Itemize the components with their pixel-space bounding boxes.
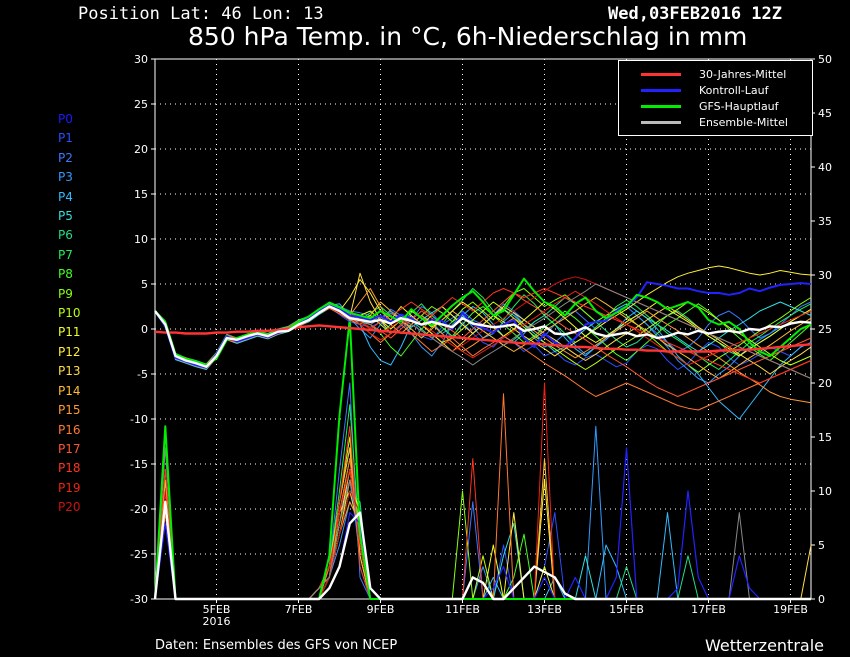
member-label: P3: [58, 170, 73, 185]
member-label: P20: [58, 500, 81, 515]
temp-ensemble-mean-line: [154, 305, 812, 368]
legend-swatch: [641, 73, 681, 76]
legend-entry: Ensemble-Mittel: [619, 115, 812, 131]
y-right-tick-label: 25: [818, 323, 832, 336]
y-right-tick-label: 20: [818, 377, 832, 390]
y-left-tick-label: -25: [130, 548, 148, 561]
y-left-tick-label: 25: [134, 98, 148, 111]
y-left-tick-label: -20: [130, 503, 148, 516]
y-left-tick-label: -10: [130, 413, 148, 426]
member-label: P19: [58, 480, 81, 495]
member-label: P1: [58, 131, 73, 146]
x-tick-label: 19FEB: [773, 603, 808, 616]
member-label: P13: [58, 364, 81, 379]
legend-entry: GFS-Hauptlauf: [619, 99, 812, 115]
precip-ensemble-mean-line: [153, 500, 811, 601]
legend-swatch: [641, 89, 681, 92]
y-left-tick-label: -15: [130, 458, 148, 471]
x-tick-label: 15FEB: [609, 603, 644, 616]
y-left-tick-label: 10: [134, 233, 148, 246]
temp-climate-mean-line: [154, 324, 812, 353]
y-left-tick-label: 15: [134, 188, 148, 201]
legend-label: 30-Jahres-Mittel: [699, 68, 787, 81]
y-right-tick-label: 10: [818, 485, 832, 498]
member-label: P2: [58, 150, 73, 165]
brand-label: Wetterzentrale: [704, 636, 824, 655]
y-right-tick-label: 15: [818, 431, 832, 444]
x-tick-label: 17FEB: [691, 603, 726, 616]
y-right-tick-label: 40: [818, 161, 832, 174]
member-label: P15: [58, 403, 81, 418]
member-label: P0: [58, 112, 73, 126]
y-left-tick-label: -5: [137, 368, 148, 381]
y-left-tick-label: 5: [141, 278, 148, 291]
member-label: P11: [58, 325, 81, 340]
y-left-tick-label: 20: [134, 143, 148, 156]
y-right-tick-label: 50: [818, 53, 832, 66]
y-right-tick-label: 30: [818, 269, 832, 282]
member-label: P8: [58, 267, 73, 282]
y-left-tick-label: -30: [130, 593, 148, 606]
run-date-label: Wed,03FEB2016 12Z: [608, 4, 782, 24]
member-label: P14: [58, 383, 81, 398]
x-tick-label: 13FEB: [527, 603, 562, 616]
member-label: P18: [58, 461, 81, 476]
legend-label: GFS-Hauptlauf: [699, 100, 779, 113]
legend-swatch: [641, 121, 681, 124]
member-label: P6: [58, 228, 73, 243]
chart-title: 850 hPa Temp. in °C, 6h-Niederschlag in …: [188, 22, 748, 51]
member-label: P12: [58, 344, 81, 359]
data-credit: Daten: Ensembles des GFS von NCEP: [155, 638, 398, 653]
y-right-tick-label: 35: [818, 215, 832, 228]
x-tick-label: 5FEB: [203, 603, 231, 616]
legend-swatch: [641, 105, 681, 108]
y-left-tick-label: 0: [141, 323, 148, 336]
legend-entry: Kontroll-Lauf: [619, 83, 812, 99]
x-tick-label: 11FEB: [445, 603, 480, 616]
position-label: Position Lat: 46 Lon: 13: [78, 4, 324, 24]
legend-label: Ensemble-Mittel: [699, 116, 788, 129]
member-label-list: P0 P1 P2 P3 P4 P5 P6 P7 P8 P9 P10 P11 P12 P13 P14 P15 P1…: [58, 110, 81, 518]
legend-label: Kontroll-Lauf: [699, 84, 769, 97]
member-label: P16: [58, 422, 81, 437]
y-left-tick-label: 30: [134, 53, 148, 66]
member-label: P9: [58, 286, 73, 301]
legend-entry: 30-Jahres-Mittel: [619, 67, 812, 83]
x-tick-sublabel: 2016: [203, 615, 231, 628]
y-right-tick-label: 5: [818, 539, 825, 552]
x-tick-label: 9FEB: [367, 603, 395, 616]
member-label: P7: [58, 247, 73, 262]
y-right-tick-label: 45: [818, 107, 832, 120]
member-label: P5: [58, 209, 73, 224]
x-tick-label: 7FEB: [285, 603, 313, 616]
legend: 30-Jahres-Mittel Kontroll-Lauf GFS-Hauptla…: [618, 60, 813, 136]
y-right-tick-label: 0: [818, 593, 825, 606]
member-label: P17: [58, 441, 81, 456]
member-label: P10: [58, 306, 81, 321]
member-label: P4: [58, 189, 73, 204]
